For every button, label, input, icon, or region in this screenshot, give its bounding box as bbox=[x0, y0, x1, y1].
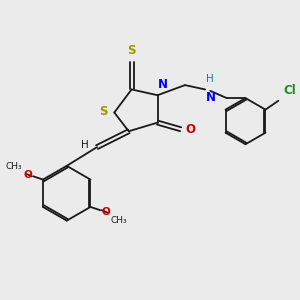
Text: O: O bbox=[102, 207, 110, 217]
Text: N: N bbox=[158, 78, 168, 91]
Text: S: S bbox=[100, 105, 108, 119]
Text: O: O bbox=[186, 123, 196, 136]
Text: S: S bbox=[128, 44, 136, 57]
Text: Cl: Cl bbox=[284, 84, 296, 97]
Text: H: H bbox=[81, 140, 89, 150]
Text: N: N bbox=[206, 91, 216, 104]
Text: O: O bbox=[23, 170, 32, 180]
Text: CH₃: CH₃ bbox=[6, 162, 22, 171]
Text: H: H bbox=[206, 74, 214, 84]
Text: CH₃: CH₃ bbox=[111, 216, 127, 225]
